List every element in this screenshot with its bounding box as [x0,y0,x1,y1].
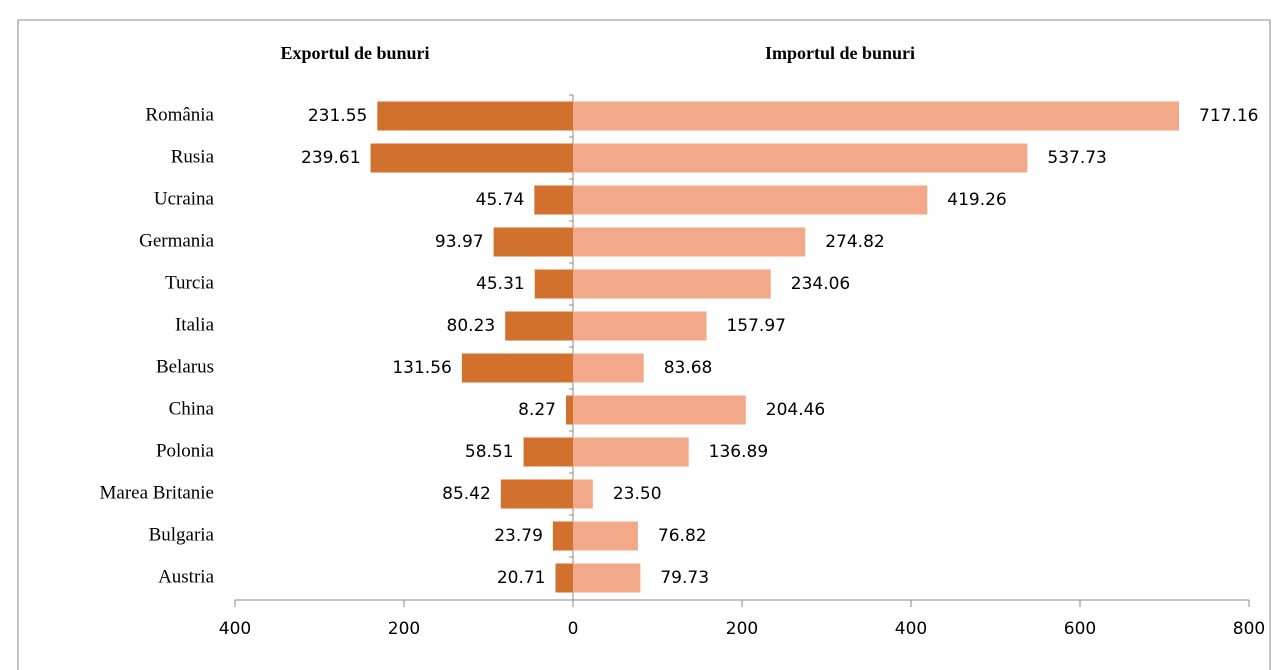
category-label: Italia [175,314,215,335]
bar [573,563,641,593]
bar [552,521,573,551]
value-label: 80.23 [447,316,496,336]
category-label: Belarus [156,356,214,377]
series-heading: Exportul de bunuri [280,43,429,63]
category-label: Bulgaria [149,524,215,545]
value-label: 204.46 [766,400,825,420]
category-label: Austria [158,566,215,587]
value-label: 274.82 [825,232,884,252]
value-label: 131.56 [392,358,451,378]
bar [377,101,573,131]
x-tick-label: 600 [1064,619,1096,639]
bar [573,143,1028,173]
value-label: 157.97 [726,316,785,336]
bar [573,311,707,341]
value-label: 45.31 [476,274,525,294]
bar [505,311,573,341]
category-label: Turcia [165,272,214,293]
value-label: 45.74 [476,190,525,210]
value-label: 717.16 [1199,106,1258,126]
value-label: 76.82 [658,526,707,546]
value-label: 419.26 [947,190,1006,210]
x-tick-label: 200 [388,619,420,639]
bar [573,353,644,383]
bar [500,479,573,509]
bar [573,395,746,425]
bar [370,143,573,173]
value-label: 79.73 [660,568,709,588]
value-label: 85.42 [442,484,491,504]
series-heading: Importul de bunuri [765,43,915,63]
x-tick-label: 400 [895,619,927,639]
value-label: 58.51 [465,442,514,462]
value-label: 231.55 [308,106,367,126]
category-label: China [169,398,215,419]
value-label: 23.79 [494,526,543,546]
x-tick-label: 800 [1233,619,1265,639]
category-label: Ucraina [154,188,215,209]
x-tick-label: 0 [568,619,579,639]
value-label: 234.06 [791,274,850,294]
value-label: 83.68 [664,358,713,378]
bar [573,437,689,467]
bar [573,269,771,299]
value-label: 537.73 [1047,148,1106,168]
value-label: 8.27 [518,400,556,420]
value-label: 93.97 [435,232,484,252]
category-label: Polonia [156,440,215,461]
value-label: 136.89 [709,442,768,462]
value-label: 20.71 [497,568,546,588]
bar [573,185,928,215]
bar [555,563,573,593]
x-tick-label: 200 [726,619,758,639]
x-tick-label: 400 [219,619,251,639]
value-label: 23.50 [613,484,662,504]
bar [566,395,573,425]
bar [534,185,573,215]
bar [523,437,573,467]
category-label: Marea Britanie [100,482,214,503]
category-label: Germania [139,230,214,251]
bar [573,479,593,509]
bar [573,227,806,257]
bar [534,269,573,299]
bar [573,521,638,551]
bar [461,353,573,383]
value-label: 239.61 [301,148,360,168]
bar [493,227,573,257]
category-label: Rusia [171,146,215,167]
category-label: România [145,104,214,125]
bar [573,101,1180,131]
